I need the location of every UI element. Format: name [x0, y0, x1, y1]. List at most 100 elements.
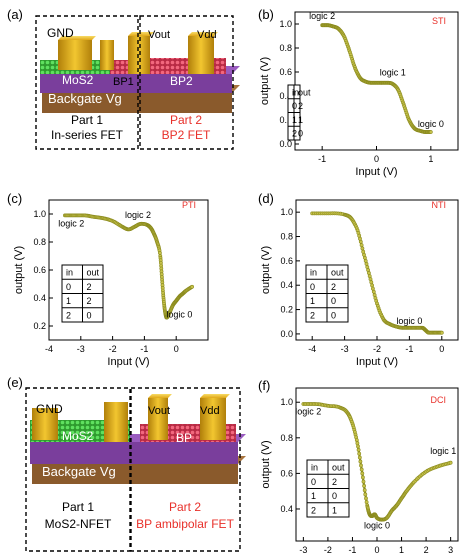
part2-subtitle: BP2 FET [162, 128, 211, 142]
truth-table-cell: 2 [292, 129, 297, 139]
data-point [372, 293, 377, 297]
device-illustration [40, 32, 240, 113]
data-point [361, 249, 366, 254]
data-point [357, 451, 362, 456]
part2-box [139, 15, 234, 150]
y-tick-label: 0.6 [33, 265, 46, 275]
y-tick-label: 0.8 [280, 232, 293, 242]
backgate-layer [42, 93, 232, 113]
device-illustration [30, 394, 246, 484]
part1-subtitle: In-series FET [51, 128, 124, 142]
bp1-label: BP1 [113, 76, 134, 88]
truth-table-cell: 2 [87, 296, 92, 306]
data-point [370, 283, 375, 288]
y-tick-label: 0.8 [33, 237, 46, 247]
truth-table-header: in [292, 87, 299, 97]
data-point [364, 261, 369, 266]
x-tick-label: -3 [341, 344, 349, 354]
x-tick-label: -3 [77, 344, 85, 354]
vdd-electrode [188, 36, 214, 74]
y-tick-label: 0.0 [279, 139, 292, 149]
data-point [359, 243, 364, 248]
gnd-electrode [32, 408, 58, 440]
truth-table-cell: 0 [298, 129, 303, 139]
x-tick-label: 2 [424, 545, 429, 555]
data-point [360, 246, 365, 251]
vout-label: Vout [148, 29, 170, 41]
inverter-type-tag: DCI [431, 395, 447, 405]
x-tick-label: 0 [174, 344, 179, 354]
x-tick-label: 0 [439, 344, 444, 354]
y-tick-label: 0.4 [280, 280, 293, 290]
data-point [368, 277, 373, 282]
panel-letter: (d) [258, 191, 274, 206]
x-tick-label: -1 [318, 154, 326, 164]
y-tick-label: 0.4 [33, 293, 46, 303]
data-point [366, 268, 371, 272]
data-point [356, 447, 361, 452]
vdd-electrode [200, 398, 226, 440]
data-point [157, 250, 162, 255]
truth-table-cell: 2 [310, 310, 315, 320]
x-axis-label: Input (V) [107, 356, 149, 368]
part1-title: Part 1 [62, 500, 94, 514]
part1-box [25, 387, 131, 552]
part2-box [130, 387, 241, 552]
y-axis-label: output (V) [259, 57, 271, 105]
data-series-line [322, 24, 431, 134]
data-point [365, 265, 370, 269]
truth-table-cell: 1 [292, 115, 297, 125]
data-point [355, 441, 360, 446]
x-tick-label: -4 [308, 344, 316, 354]
y-tick-label: 0.8 [279, 43, 292, 53]
x-axis-label: Input (V) [356, 356, 398, 368]
y-tick-label: 0.2 [33, 321, 46, 331]
data-point [448, 460, 453, 465]
data-point [358, 236, 362, 241]
x-tick-label: -1 [405, 344, 413, 354]
data-point [439, 330, 444, 335]
annotation-label: logic 0 [396, 316, 422, 326]
x-tick-label: -3 [299, 545, 307, 555]
y-tick-label: 1.0 [280, 397, 293, 407]
x-tick-label: -2 [373, 344, 381, 354]
backgate-label: Backgate Vg [42, 464, 116, 479]
panel-letter: (f) [258, 378, 270, 393]
data-point [367, 274, 372, 279]
data-point [362, 483, 367, 488]
vdd-electrode-top [200, 394, 230, 398]
x-axis-label: Input (V) [355, 166, 397, 178]
annotation-label: logic 2 [125, 210, 151, 220]
truth-table-cell: 0 [311, 477, 316, 487]
vdd-label: Vdd [200, 405, 220, 417]
chart-pti: (c) -4 -3 -2 -1 0 0.2 0.4 0.6 0.8 1.0 Input (V) outp… [7, 191, 209, 368]
vdd-electrode-top [188, 32, 218, 36]
data-point [360, 475, 365, 480]
annotation-label: logic 0 [166, 310, 192, 320]
data-point [356, 444, 360, 449]
data-point [357, 455, 362, 460]
inverter-type-tag: NTI [432, 200, 447, 210]
inverter-type-tag: PTI [182, 200, 196, 210]
x-tick-label: 0 [374, 545, 379, 555]
truth-table-cell: 1 [332, 505, 337, 515]
y-axis-label: output (V) [260, 246, 272, 294]
annotation-label: logic 2 [58, 219, 84, 229]
data-point [363, 492, 368, 497]
inverter-type-tag: STI [432, 16, 446, 26]
part2-title: Part 2 [169, 500, 201, 514]
middle-electrode [100, 40, 114, 70]
truth-table-cell: 2 [331, 282, 336, 292]
y-tick-label: 0.2 [280, 305, 293, 315]
panel-letter: (b) [258, 7, 274, 22]
gnd-label: GND [47, 26, 74, 40]
y-tick-label: 1.0 [33, 209, 46, 219]
backgate-layer [32, 464, 238, 484]
truth-table-cell: 0 [66, 282, 71, 292]
truth-table: in out 0 2 1 0 2 1 [306, 459, 350, 518]
truth-table-header: out [298, 87, 311, 97]
vout-electrode-top [148, 394, 172, 398]
bp1-flake [110, 60, 130, 74]
